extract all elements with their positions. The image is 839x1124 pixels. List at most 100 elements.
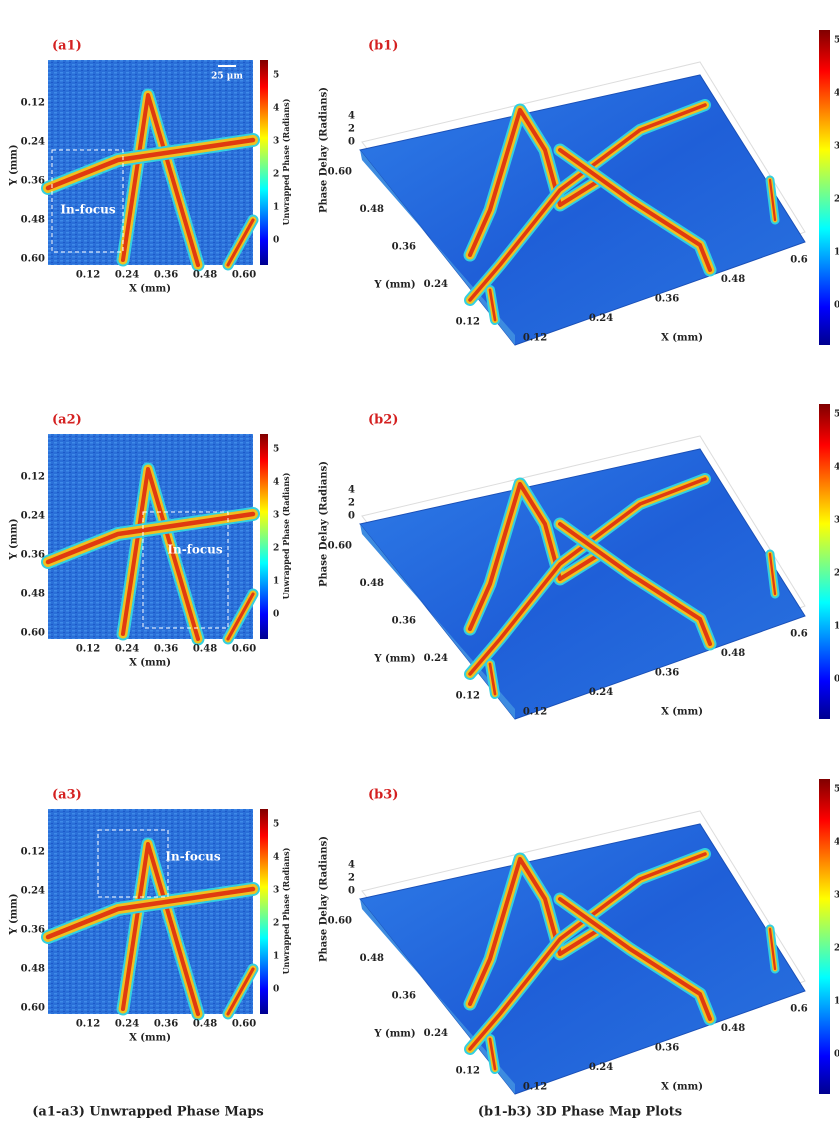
y-tick-label: 0.36 bbox=[392, 991, 416, 1002]
x-axis-label: X (mm) bbox=[661, 333, 703, 344]
y-tick-label: 0.12 bbox=[456, 317, 480, 328]
y-axis-label: Y (mm) bbox=[9, 144, 20, 186]
x-tick-label: 0.48 bbox=[193, 270, 217, 281]
caption: (b1-b3) 3D Phase Map Plots bbox=[478, 1105, 682, 1120]
panel-label: (a2) bbox=[52, 413, 82, 428]
y-tick-label: 0.36 bbox=[21, 550, 45, 561]
colorbar-tick-label: 0 bbox=[273, 236, 279, 246]
colorbar-tick-label: 2 bbox=[834, 944, 839, 954]
colorbar-tick-label: 1 bbox=[273, 577, 279, 587]
colorbar-tick-label: 1 bbox=[834, 622, 839, 632]
phase-map-panel: (a2) In-focus 0.12 0.24 0.36 0.48 0.60 0.12 0.24… bbox=[9, 413, 292, 669]
colorbar-tick-label: 1 bbox=[273, 203, 279, 213]
phase-feature bbox=[488, 288, 497, 322]
x-tick-label: 0.48 bbox=[193, 644, 217, 655]
phase-feature bbox=[45, 511, 256, 565]
y-axis-label: Y (mm) bbox=[373, 280, 415, 291]
y-tick-label: 0.24 bbox=[424, 1028, 448, 1039]
phase-feature bbox=[488, 1037, 497, 1071]
z-tick-label: 2 bbox=[348, 873, 355, 884]
x-tick-label: 0.36 bbox=[655, 1043, 679, 1054]
y-axis-label: Y (mm) bbox=[373, 654, 415, 665]
z-axis-label: Phase Delay (Radians) bbox=[319, 836, 330, 962]
colorbar bbox=[819, 30, 830, 345]
focus-box bbox=[142, 511, 229, 629]
colorbar-tick-label: 0 bbox=[273, 985, 279, 995]
panel-label: (b2) bbox=[368, 413, 398, 428]
colorbar-label: Unwrapped Phase (Radians) bbox=[281, 98, 291, 225]
z-tick-label: 4 bbox=[348, 111, 355, 122]
phase-feature bbox=[468, 103, 707, 302]
y-tick-label: 0.12 bbox=[21, 472, 45, 483]
colorbar-tick-label: 2 bbox=[273, 919, 279, 929]
annotation: In-focus bbox=[167, 543, 223, 557]
x-tick-label: 0.48 bbox=[721, 274, 745, 285]
phase-feature bbox=[45, 137, 256, 191]
phase-feature bbox=[467, 481, 603, 632]
colorbar-tick-label: 5 bbox=[273, 820, 279, 830]
x-tick-label: 0.48 bbox=[721, 1023, 745, 1034]
y-tick-label: 0.36 bbox=[21, 925, 45, 936]
z-tick-label: 0 bbox=[348, 886, 355, 897]
x-axis-label: X (mm) bbox=[129, 658, 171, 669]
y-tick-label: 0.36 bbox=[392, 616, 416, 627]
x-tick-label: 0.24 bbox=[589, 1062, 613, 1073]
x-axis-label: X (mm) bbox=[661, 1082, 703, 1093]
colorbar-tick-label: 4 bbox=[834, 838, 839, 848]
y-tick-label: 0.48 bbox=[360, 204, 384, 215]
phase-feature bbox=[468, 477, 707, 676]
surface bbox=[359, 823, 806, 1095]
phase-map-panel: (a1) 25 µm In-focus 0.12 0.24 0.36 0.48 0.60 0.1… bbox=[9, 39, 292, 295]
z-tick-label: 2 bbox=[348, 498, 355, 509]
z-tick-label: 4 bbox=[348, 485, 355, 496]
colorbar-tick-label: 1 bbox=[834, 248, 839, 258]
colorbar-tick-label: 3 bbox=[273, 137, 279, 147]
y-tick-label: 0.48 bbox=[21, 589, 45, 600]
x-tick-label: 0.36 bbox=[655, 294, 679, 305]
x-tick-label: 0.12 bbox=[76, 270, 100, 281]
y-axis-label: Y (mm) bbox=[9, 518, 20, 560]
colorbar-tick-label: 4 bbox=[834, 89, 839, 99]
colorbar bbox=[260, 434, 268, 639]
phase-feature bbox=[468, 852, 707, 1051]
x-tick-label: 0.24 bbox=[115, 1019, 139, 1030]
z-tick-label: 2 bbox=[348, 124, 355, 135]
z-axis-label: Phase Delay (Radians) bbox=[319, 461, 330, 587]
focus-box bbox=[97, 829, 169, 898]
y-tick-label: 0.24 bbox=[424, 279, 448, 290]
colorbar-label: Unwrapped Phase (Radians) bbox=[281, 472, 291, 599]
phase-feature bbox=[768, 552, 777, 596]
y-tick-label: 0.24 bbox=[424, 653, 448, 664]
y-tick-label: 0.60 bbox=[21, 1003, 45, 1014]
phase-feature bbox=[120, 466, 201, 642]
phase-feature bbox=[557, 521, 713, 647]
x-tick-label: 0.24 bbox=[115, 270, 139, 281]
y-tick-label: 0.60 bbox=[21, 254, 45, 265]
x-tick-label: 0.24 bbox=[115, 644, 139, 655]
x-tick-label: 0.12 bbox=[76, 644, 100, 655]
panel-label: (a3) bbox=[52, 788, 82, 803]
x-tick-label: 0.36 bbox=[154, 1019, 178, 1030]
x-tick-label: 0.6 bbox=[790, 1004, 807, 1015]
phase-feature bbox=[768, 178, 777, 222]
x-tick-label: 0.60 bbox=[232, 644, 256, 655]
x-tick-label: 0.36 bbox=[655, 668, 679, 679]
colorbar-tick-label: 3 bbox=[273, 886, 279, 896]
colorbar-tick-label: 0 bbox=[834, 301, 839, 311]
colorbar bbox=[260, 809, 268, 1014]
colorbar-tick-label: 2 bbox=[273, 170, 279, 180]
phase-feature bbox=[226, 592, 255, 641]
colorbar-tick-label: 1 bbox=[834, 997, 839, 1007]
colorbar-tick-label: 4 bbox=[273, 478, 279, 488]
y-tick-label: 0.48 bbox=[360, 953, 384, 964]
y-tick-label: 0.12 bbox=[456, 1066, 480, 1077]
z-tick-label: 0 bbox=[348, 137, 355, 148]
phase-feature bbox=[45, 886, 256, 940]
phase-feature bbox=[768, 927, 777, 971]
phase-feature bbox=[557, 896, 713, 1022]
y-tick-label: 0.12 bbox=[21, 847, 45, 858]
colorbar-tick-label: 1 bbox=[273, 952, 279, 962]
x-tick-label: 0.12 bbox=[523, 1082, 547, 1093]
